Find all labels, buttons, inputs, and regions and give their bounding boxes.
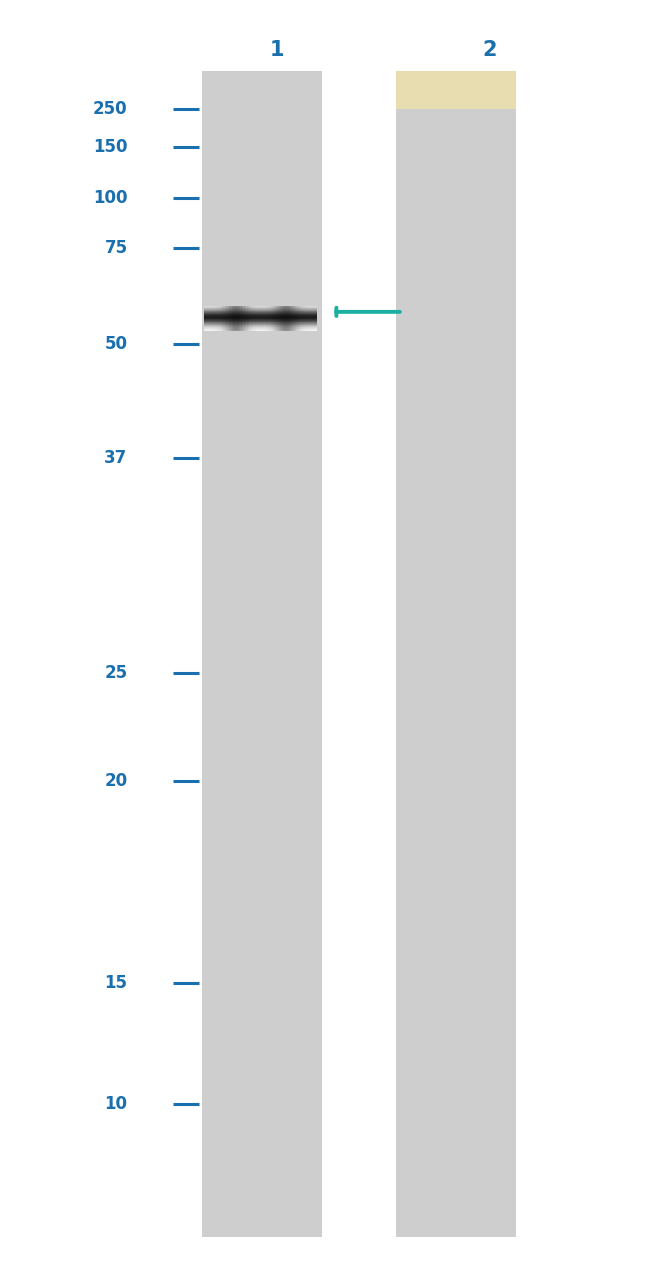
Bar bbox=[300, 306, 302, 331]
Bar bbox=[396, 71, 516, 1237]
Bar bbox=[294, 306, 296, 331]
Bar bbox=[310, 306, 311, 331]
Bar bbox=[233, 306, 235, 331]
Bar bbox=[314, 306, 315, 331]
Bar bbox=[270, 306, 272, 331]
Text: 37: 37 bbox=[105, 448, 127, 466]
Bar bbox=[235, 306, 236, 331]
Bar bbox=[297, 306, 298, 331]
Bar bbox=[302, 306, 303, 331]
Bar bbox=[236, 306, 238, 331]
Bar bbox=[250, 306, 252, 331]
Bar bbox=[266, 306, 267, 331]
Bar bbox=[283, 306, 284, 331]
Bar bbox=[202, 71, 322, 1237]
Bar bbox=[296, 306, 297, 331]
Bar bbox=[293, 306, 294, 331]
Text: 25: 25 bbox=[105, 664, 127, 682]
Bar bbox=[254, 306, 255, 331]
Bar bbox=[280, 306, 281, 331]
Bar bbox=[306, 306, 307, 331]
Bar bbox=[216, 306, 218, 331]
Text: 150: 150 bbox=[93, 138, 127, 156]
Text: 50: 50 bbox=[105, 334, 127, 353]
Bar bbox=[311, 306, 313, 331]
Bar bbox=[303, 306, 304, 331]
Text: 10: 10 bbox=[105, 1095, 127, 1113]
Bar bbox=[256, 306, 257, 331]
Bar bbox=[229, 306, 231, 331]
Bar bbox=[220, 306, 222, 331]
Bar bbox=[279, 306, 280, 331]
Bar bbox=[231, 306, 232, 331]
Bar bbox=[274, 306, 276, 331]
Bar bbox=[267, 306, 268, 331]
Bar bbox=[243, 306, 244, 331]
Bar bbox=[284, 306, 286, 331]
Bar bbox=[248, 306, 249, 331]
Bar bbox=[226, 306, 228, 331]
Bar bbox=[268, 306, 270, 331]
Bar bbox=[396, 71, 516, 109]
Bar bbox=[208, 306, 209, 331]
Bar bbox=[246, 306, 248, 331]
Bar bbox=[212, 306, 214, 331]
Bar bbox=[215, 306, 216, 331]
Bar bbox=[209, 306, 211, 331]
Bar bbox=[273, 306, 274, 331]
Bar bbox=[219, 306, 220, 331]
Bar bbox=[278, 306, 279, 331]
Bar bbox=[249, 306, 250, 331]
Bar bbox=[272, 306, 273, 331]
Bar bbox=[313, 306, 314, 331]
Text: 1: 1 bbox=[269, 39, 283, 60]
Bar bbox=[240, 306, 242, 331]
Bar bbox=[222, 306, 224, 331]
Bar bbox=[244, 306, 246, 331]
Bar bbox=[225, 306, 226, 331]
Bar bbox=[257, 306, 259, 331]
Bar bbox=[238, 306, 239, 331]
Bar bbox=[227, 306, 229, 331]
Bar bbox=[214, 306, 215, 331]
Bar bbox=[207, 306, 208, 331]
Bar bbox=[307, 306, 308, 331]
Text: 100: 100 bbox=[93, 189, 127, 207]
Text: 20: 20 bbox=[105, 772, 127, 790]
Text: 2: 2 bbox=[483, 39, 497, 60]
Bar bbox=[203, 306, 205, 331]
Bar bbox=[224, 306, 225, 331]
Bar bbox=[308, 306, 310, 331]
Bar bbox=[262, 306, 263, 331]
Bar bbox=[242, 306, 243, 331]
Bar bbox=[232, 306, 233, 331]
Bar bbox=[298, 306, 300, 331]
Bar bbox=[263, 306, 265, 331]
Bar bbox=[287, 306, 289, 331]
Bar bbox=[290, 306, 291, 331]
Bar bbox=[276, 306, 278, 331]
Bar bbox=[239, 306, 240, 331]
Bar bbox=[291, 306, 293, 331]
Bar bbox=[315, 306, 317, 331]
Bar bbox=[265, 306, 266, 331]
Bar bbox=[218, 306, 219, 331]
Bar bbox=[289, 306, 290, 331]
Bar bbox=[259, 306, 260, 331]
Text: 75: 75 bbox=[105, 240, 127, 258]
Text: 15: 15 bbox=[105, 974, 127, 992]
Bar bbox=[286, 306, 287, 331]
Bar bbox=[252, 306, 254, 331]
Bar bbox=[211, 306, 212, 331]
Bar bbox=[205, 306, 207, 331]
Bar bbox=[281, 306, 283, 331]
Bar bbox=[304, 306, 306, 331]
Text: 250: 250 bbox=[93, 100, 127, 118]
Bar bbox=[260, 306, 262, 331]
Bar bbox=[255, 306, 256, 331]
